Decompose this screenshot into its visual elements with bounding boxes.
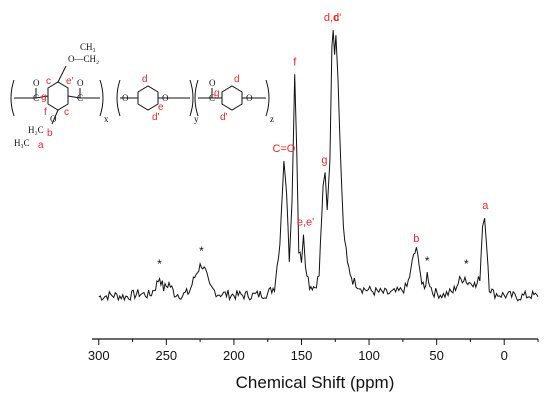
- x-tick-label: 100: [358, 348, 380, 363]
- label-x: x: [104, 114, 109, 124]
- label-d-prime-2: d': [220, 112, 228, 123]
- benzene-ring-1: [47, 81, 69, 111]
- peak-label: a: [482, 200, 489, 212]
- label-c-3: C: [209, 93, 215, 103]
- label-g-2: g: [214, 88, 220, 99]
- label-c-1: C: [33, 93, 39, 103]
- bracket-y-right: [189, 79, 194, 117]
- bracket-z-right: [265, 79, 270, 117]
- spectrum-series-line: [98, 30, 539, 302]
- label-c-2: C: [77, 93, 83, 103]
- label-o-1: O: [33, 78, 40, 88]
- label-h2c: H₂C: [28, 125, 44, 135]
- peak-label: C=O: [272, 143, 295, 155]
- spinning-sideband-marker: *: [425, 254, 430, 268]
- label-ch3-top: CH₃: [80, 42, 96, 52]
- benzene-ring-3: [221, 85, 243, 111]
- peak-label: b: [413, 233, 419, 245]
- x-tick-label: 200: [223, 348, 245, 363]
- label-e-prime: e': [66, 76, 74, 87]
- label-g: g: [41, 92, 47, 103]
- benzene-ring-2: [137, 85, 159, 111]
- label-d: d: [142, 74, 148, 85]
- peak-label: e,e': [297, 217, 314, 229]
- peak-label: d,d': [324, 12, 341, 24]
- label-o-5: O: [162, 93, 169, 103]
- label-o-2: O: [77, 78, 84, 88]
- x-tick-label: 50: [429, 348, 443, 363]
- label-c-top: c: [46, 76, 51, 87]
- x-tick-label: 300: [88, 348, 110, 363]
- x-axis-title: Chemical Shift (ppm): [236, 373, 395, 392]
- label-f: f: [44, 107, 47, 118]
- spinning-sideband-marker: *: [157, 257, 162, 271]
- label-d-prime: d': [152, 112, 160, 123]
- x-axis-ticks: 300 250 200 150 100 50 0: [88, 339, 539, 363]
- label-o-7: O: [246, 93, 253, 103]
- label-h3c: H₃C: [14, 138, 30, 148]
- peak-label: c: [334, 12, 340, 24]
- label-d-2: d: [234, 74, 240, 85]
- label-a: a: [38, 140, 44, 151]
- x-tick-label: 0: [501, 348, 508, 363]
- peak-labels: a b * * * * e,e' C=O f g d,d'c: [157, 12, 489, 271]
- x-tick-label: 150: [291, 348, 313, 363]
- spinning-sideband-marker: *: [199, 244, 204, 258]
- peak-label: f: [293, 56, 297, 68]
- label-o-3: O: [50, 114, 57, 124]
- label-o-4: O: [122, 93, 129, 103]
- label-e: e: [158, 102, 164, 113]
- label-y: y: [194, 114, 199, 124]
- label-b: b: [47, 128, 53, 139]
- polymer-structure: O—CH₂ CH₃ H₂C H₃C O O C C O x O O y O C …: [10, 42, 274, 151]
- spinning-sideband-marker: *: [464, 257, 469, 271]
- label-och2: O—CH₂: [68, 54, 99, 64]
- x-tick-label: 250: [155, 348, 177, 363]
- bracket-x-left: [10, 79, 15, 117]
- peak-label: g: [321, 154, 327, 166]
- bracket-y-left: [116, 79, 121, 117]
- label-z: z: [270, 114, 274, 124]
- label-c-mid: c: [64, 107, 69, 118]
- bracket-z-left: [194, 79, 199, 117]
- bracket-x-right: [99, 79, 104, 117]
- label-o-6: O: [209, 78, 216, 88]
